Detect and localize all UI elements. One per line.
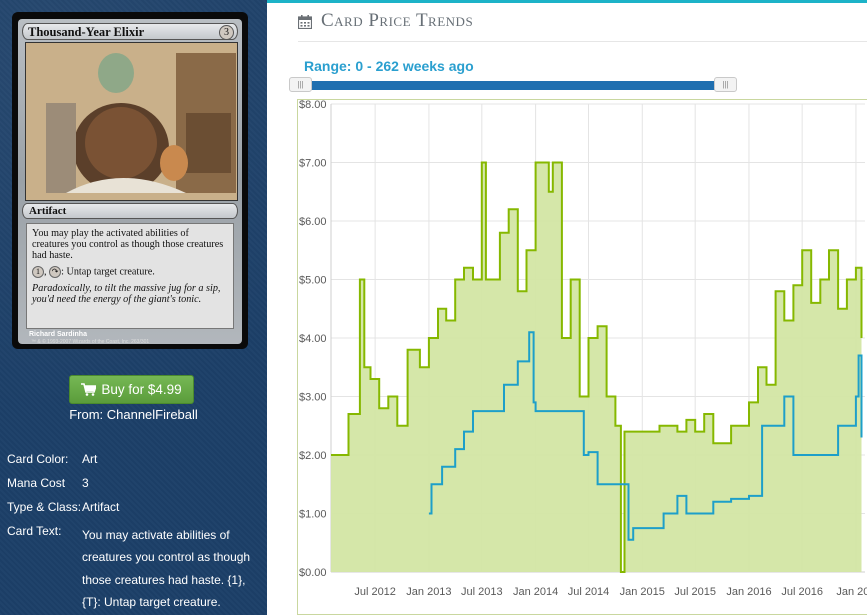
- card-copyright: ™ & © 1993-2007 Wizards of the Coast, In…: [31, 339, 150, 345]
- y-tick-label: $6.00: [299, 216, 327, 228]
- card-mana-cost: 3: [219, 25, 234, 40]
- card-sidebar: Thousand-Year Elixir 3 Artifact: [0, 0, 267, 615]
- card-color-label: Card Color:: [7, 452, 69, 466]
- card-color-value: Art: [82, 452, 98, 466]
- card-rules-box: You may play the activated abilities of …: [26, 223, 234, 329]
- card-artist: Richard Sardinha: [29, 331, 87, 338]
- card-art: [25, 42, 238, 201]
- type-class-value: Artifact: [82, 500, 120, 514]
- y-tick-label: $0.00: [299, 567, 327, 579]
- price-area-fill: [331, 162, 862, 572]
- x-tick-label: Jan 2014: [513, 586, 558, 598]
- calendar-icon: [297, 15, 313, 34]
- mana-cost-value: 3: [82, 476, 89, 490]
- range-label: Range: 0 - 262 weeks ago: [304, 58, 474, 74]
- x-tick-label: Jul 2016: [781, 586, 823, 598]
- card-name: Thousand-Year Elixir: [28, 25, 145, 39]
- x-tick-label: Jul 2014: [568, 586, 610, 598]
- price-chart: $8.00 $7.00 $6.00 $5.00 $4.00 $3.00 $2.00 $1.00…: [299, 99, 867, 598]
- y-tick-label: $5.00: [299, 275, 327, 287]
- buy-button-label: Buy for $4.99: [101, 382, 182, 397]
- card-flavor-text: Paradoxically, to tilt the massive jug f…: [32, 283, 221, 305]
- card-type-bar: Artifact: [22, 203, 238, 219]
- card-image: Thousand-Year Elixir 3 Artifact: [12, 12, 248, 349]
- x-tick-label: Jul 2015: [674, 586, 716, 598]
- type-class-label: Type & Class:: [7, 500, 82, 514]
- y-tick-label: $2.00: [299, 450, 327, 462]
- range-slider-right-handle[interactable]: |||: [714, 77, 737, 92]
- seller-name: From: ChannelFireball: [69, 407, 198, 422]
- mana-cost-label: Mana Cost: [7, 476, 66, 490]
- range-slider-left-handle[interactable]: |||: [289, 77, 312, 92]
- x-tick-label: Jan 2013: [406, 586, 451, 598]
- header-divider: [298, 41, 867, 42]
- card-type-line: Artifact: [29, 205, 67, 217]
- page-title: Card Price Trends: [321, 10, 474, 31]
- x-tick-label: Jan 2016: [726, 586, 771, 598]
- card-title-bar: Thousand-Year Elixir 3: [22, 23, 238, 40]
- x-tick-label: Jul 2012: [354, 586, 396, 598]
- buy-button[interactable]: Buy for $4.99: [69, 375, 194, 404]
- y-tick-label: $4.00: [299, 333, 327, 345]
- y-tick-label: $8.00: [299, 99, 327, 111]
- price-line: [428, 331, 863, 541]
- card-rules-text: You may play the activated abilities of …: [32, 228, 224, 261]
- price-area-line: [331, 161, 863, 573]
- y-tick-label: $3.00: [299, 392, 327, 404]
- x-tick-label: Jan 201: [836, 586, 867, 598]
- range-slider-track[interactable]: [292, 81, 736, 90]
- card-frame: Thousand-Year Elixir 3 Artifact: [18, 19, 242, 345]
- mana-one-icon: 1: [32, 266, 44, 278]
- y-tick-label: $1.00: [299, 509, 327, 521]
- card-untap-ability: 1, ↷: Untap target creature.: [32, 266, 228, 278]
- accent-rule: [267, 0, 867, 3]
- tap-symbol-icon: ↷: [49, 266, 62, 278]
- card-text-value: You may activate abilities of creatures …: [82, 528, 251, 609]
- x-tick-label: Jul 2013: [461, 586, 503, 598]
- card-text-label: Card Text:: [7, 524, 62, 538]
- y-tick-label: $7.00: [299, 158, 327, 170]
- cart-icon: [81, 378, 98, 405]
- x-tick-label: Jan 2015: [620, 586, 665, 598]
